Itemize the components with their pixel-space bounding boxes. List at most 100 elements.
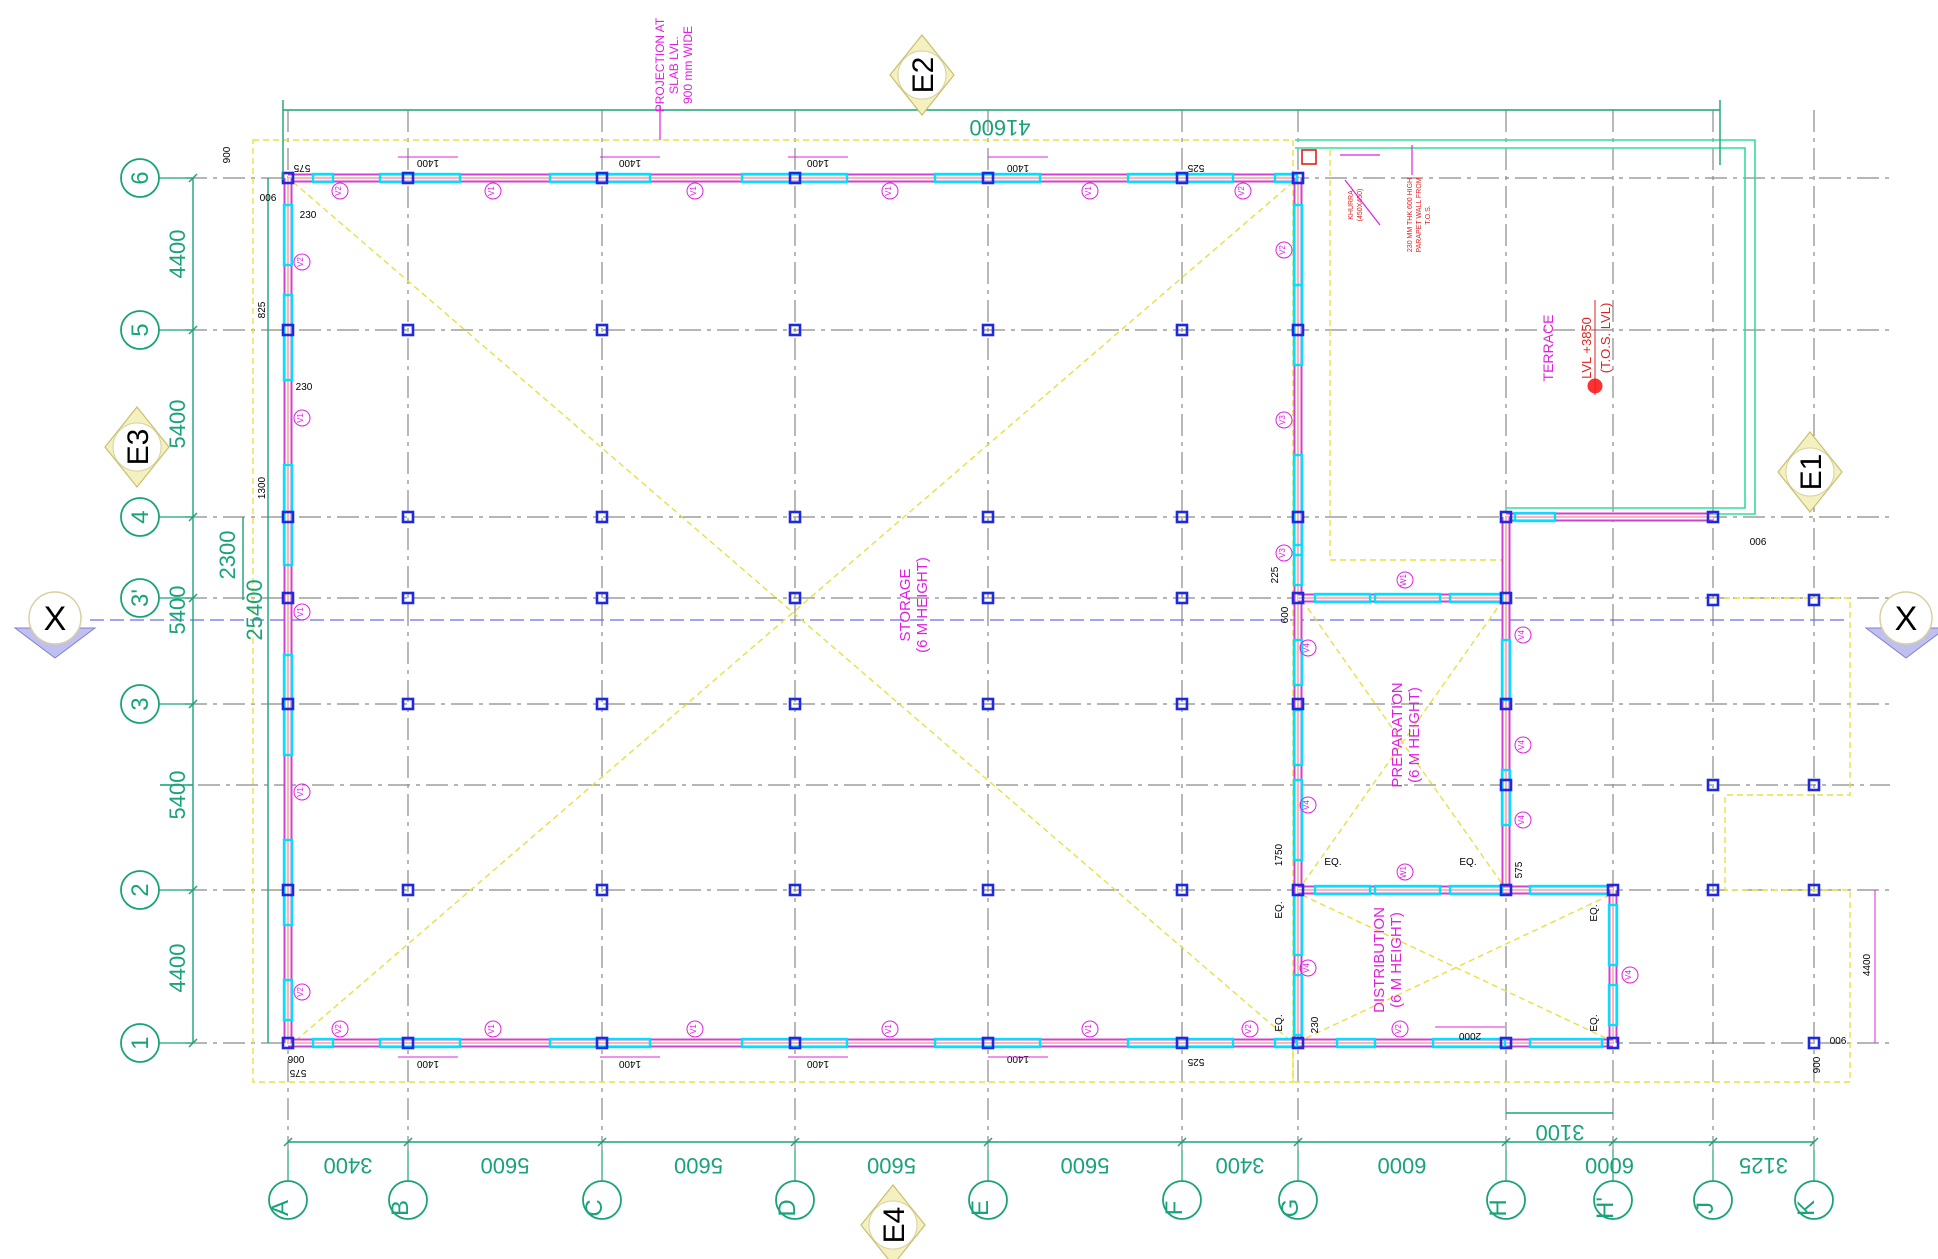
window-tag-label: V1	[1084, 1024, 1093, 1034]
window-tag-label: V4	[1302, 963, 1311, 973]
grid-label-row: 3'	[127, 589, 154, 607]
window-tag-v4	[1514, 736, 1532, 754]
window-h-21	[1373, 884, 1442, 896]
left-total: 25400	[242, 579, 267, 640]
dim-900-br2: 900	[1812, 1056, 1823, 1073]
window-tag-v2	[1275, 241, 1293, 259]
column-D-6	[788, 171, 802, 185]
bottom-tick-3	[790, 1137, 800, 1147]
bottom-tick-8	[1608, 1137, 1618, 1147]
column-G-4	[1291, 510, 1305, 524]
window-tag-label: V3	[1278, 415, 1287, 425]
column-B-3'	[401, 591, 415, 605]
window-tag-v4	[1514, 811, 1532, 829]
column-F-1	[1175, 1036, 1189, 1050]
window-tag-w1	[1396, 863, 1414, 881]
bottom-tick-9	[1708, 1137, 1718, 1147]
window-v-12	[1292, 778, 1304, 862]
window-tag-v1	[686, 182, 704, 200]
window-v-8	[1292, 453, 1304, 557]
column-A-1	[281, 1036, 295, 1050]
column-C-4	[595, 510, 609, 524]
elevation-label: E3	[122, 429, 155, 466]
elevation-marker-e2: E2	[889, 34, 955, 116]
grid-label-col: D	[774, 1199, 801, 1216]
prep-diagonal-2	[1301, 599, 1504, 886]
column-K-785	[1807, 778, 1821, 792]
dim-1300: 1300	[257, 476, 268, 499]
bottom-dim-0: 3400	[324, 1153, 373, 1178]
window-v-10	[1292, 638, 1304, 687]
dim-575-bot: 575	[289, 1067, 306, 1078]
column-G-2	[1291, 883, 1305, 897]
grid-lines	[90, 110, 1890, 1150]
window-h-6	[1273, 172, 1299, 184]
dim-575-prep: 575	[1514, 861, 1525, 878]
column-Hp-1	[1606, 1036, 1620, 1050]
terrace-inner-yellow	[1329, 150, 1510, 561]
window-tag-v1	[293, 409, 311, 427]
column-E-3'	[981, 591, 995, 605]
dim-225: 225	[1270, 566, 1281, 583]
grid-label-col: H'	[1592, 1197, 1619, 1219]
column-A-4	[281, 510, 295, 524]
grid-label-row: 5	[127, 323, 154, 336]
column-K-1043	[1807, 1036, 1821, 1050]
grid-label-col: A	[267, 1200, 294, 1216]
preparation-label-0: PREPARATION	[1389, 682, 1406, 787]
grid-label-col: J	[1692, 1202, 1719, 1214]
dim-230-1: 230	[300, 210, 317, 221]
column-J-600	[1706, 593, 1720, 607]
column-K-600	[1807, 593, 1821, 607]
window-tag-label: V4	[1517, 740, 1526, 750]
column-F-5	[1175, 323, 1189, 337]
grid-label-col: G	[1277, 1199, 1304, 1218]
grid-label-col: F	[1161, 1201, 1188, 1216]
eq-2: EQ.	[1459, 857, 1476, 868]
column-H-704	[1499, 697, 1513, 711]
window-tag-label: V1	[884, 1024, 893, 1034]
dim-1400-bot-1: 1400	[618, 1058, 641, 1069]
window-v-9	[1292, 543, 1304, 587]
grid-label-row: 2	[127, 883, 154, 896]
window-tag-v1	[1081, 1020, 1099, 1038]
annotations: STORAGE (6 M HEIGHT)PREPARATION (6 M HEIGH…	[222, 17, 1876, 1078]
column-C-3'	[595, 591, 609, 605]
bottom-tick-10	[1809, 1137, 1819, 1147]
column-B-1	[401, 1036, 415, 1050]
parapet-note-0: 230 MM THK 600 HIGH	[1407, 178, 1414, 252]
column-D-4	[788, 510, 802, 524]
column-C-1	[595, 1036, 609, 1050]
column-H-598	[1499, 591, 1513, 605]
elevation-label: E2	[907, 57, 940, 94]
window-tag-label: V1	[884, 186, 893, 196]
window-h-17	[1313, 592, 1372, 604]
walls	[282, 172, 1713, 1049]
storage-label-1: (6 M HEIGHT)	[914, 557, 931, 653]
elevation-circle	[897, 50, 947, 100]
dim-600: 600	[1280, 606, 1291, 623]
elevation-marker-e3: E3	[104, 406, 170, 488]
bottom-dim-6: 6000	[1378, 1153, 1427, 1178]
distribution-label-0: DISTRIBUTION	[1371, 907, 1388, 1013]
grid-label-col: K	[1793, 1200, 1820, 1216]
window-tag-v1	[484, 1020, 502, 1038]
column-G-5	[1291, 323, 1305, 337]
yellow-boundary-lines	[252, 139, 1851, 1083]
column-D-1	[788, 1036, 802, 1050]
dim-4400-right: 4400	[1862, 953, 1873, 976]
window-h-15	[1431, 1037, 1507, 1049]
dim-900-tl: 900	[222, 146, 233, 163]
eq-6: EQ.	[1589, 1014, 1600, 1031]
khurra-note-1: (450X450)	[1357, 189, 1364, 222]
window-tag-label: V2	[334, 186, 343, 196]
window-tag-v2	[331, 1020, 349, 1038]
dim-1750: 1750	[1274, 843, 1285, 866]
dim-1400-top-3: 1400	[1006, 162, 1029, 173]
column-E-3	[981, 697, 995, 711]
dim-230-3: 230	[1310, 1016, 1321, 1033]
window-tag-label: V4	[1624, 970, 1633, 980]
preparation-label-1: (6 M HEIGHT)	[1406, 687, 1423, 783]
bottom-dim-1: 5600	[481, 1153, 530, 1178]
dim-1400-bot-2: 1400	[806, 1058, 829, 1069]
